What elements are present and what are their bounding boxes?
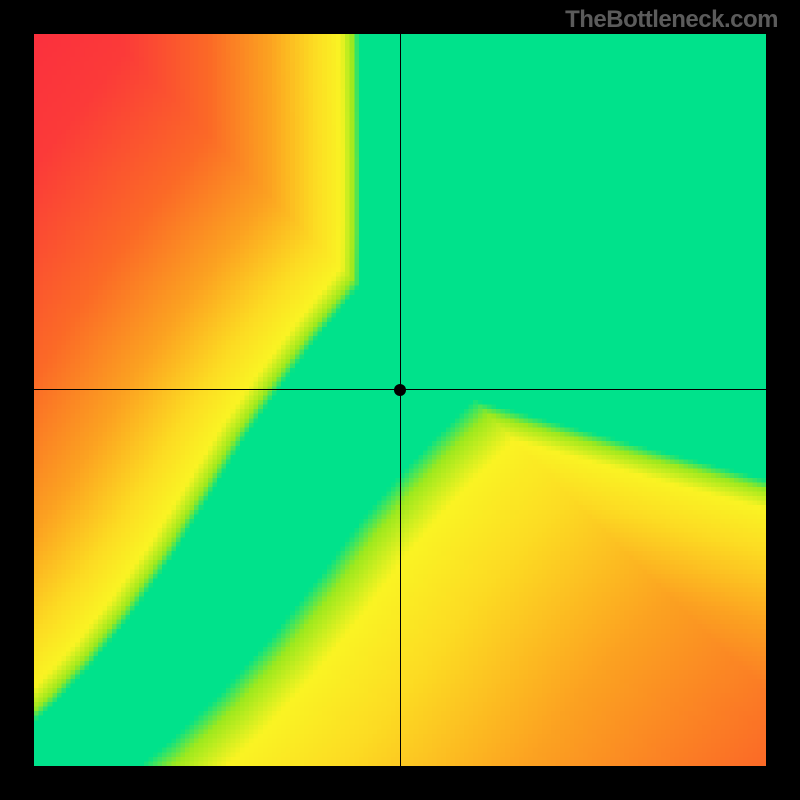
watermark-text: TheBottleneck.com [565,6,778,34]
crosshair-vertical [400,34,401,766]
plot-area [34,34,766,766]
data-point-marker [394,384,406,396]
